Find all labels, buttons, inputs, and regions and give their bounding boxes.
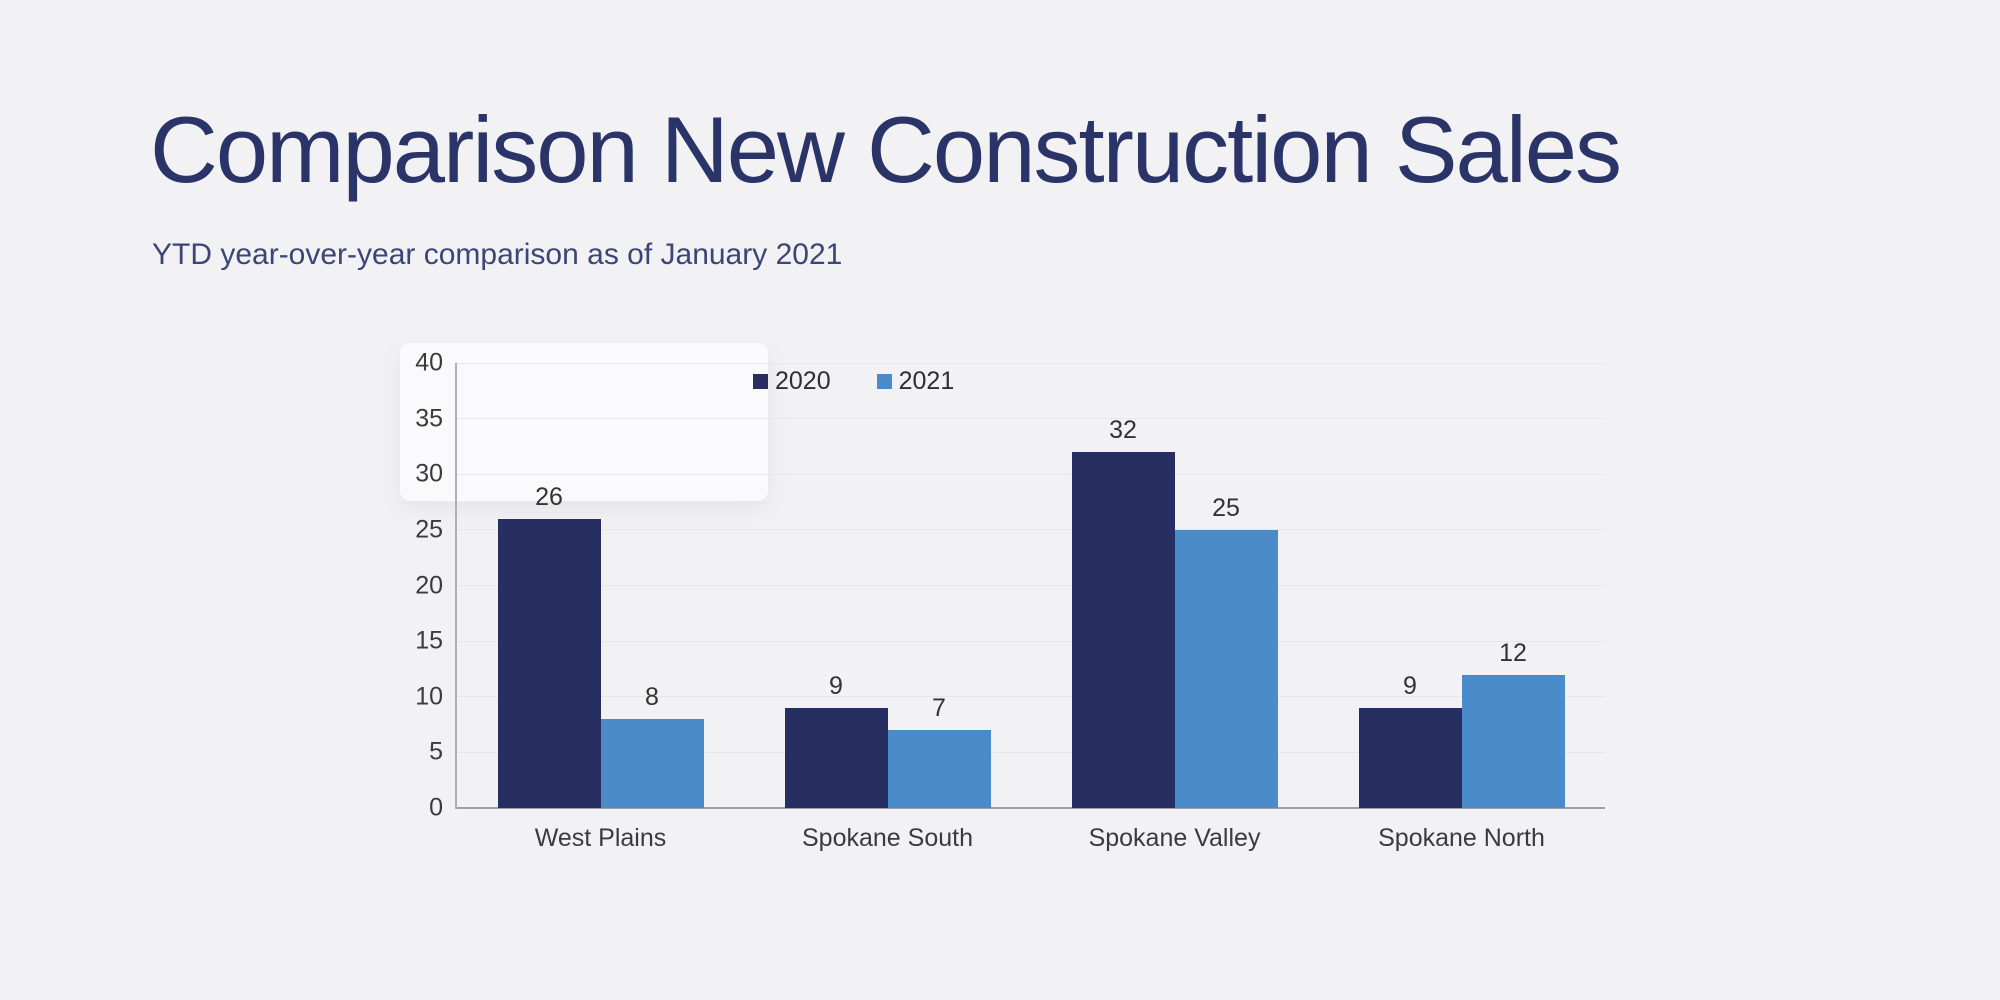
x-axis-line — [457, 807, 1605, 809]
y-tick-label: 10 — [415, 682, 443, 711]
y-tick-label: 30 — [415, 459, 443, 488]
y-tick-label: 40 — [415, 348, 443, 377]
gridline — [457, 418, 1605, 420]
gridline — [457, 473, 1605, 475]
bar-value-label: 26 — [535, 482, 563, 511]
category-label: West Plains — [534, 824, 667, 852]
page-subtitle: YTD year-over-year comparison as of Janu… — [152, 238, 843, 271]
chart-legend: 2020 2021 — [753, 367, 954, 396]
legend-swatch — [753, 374, 768, 389]
bar-2020: 9 — [1358, 672, 1462, 808]
bar-2020: 26 — [497, 483, 601, 808]
legend-swatch — [876, 374, 892, 389]
category-label: Spokane North — [1378, 824, 1545, 852]
legend-item-2021: 2021 — [876, 367, 955, 396]
category-label: Spokane Valley — [1088, 824, 1261, 852]
bar-2021: 12 — [1461, 639, 1565, 808]
bar-value-label: 7 — [932, 694, 946, 723]
category-labels: West Plains Spokane South Spokane Valley Sp… — [457, 824, 1605, 853]
bar-2021: 8 — [600, 683, 704, 808]
bar-group: 26 8 — [457, 363, 744, 808]
bar-2020: 32 — [1071, 416, 1175, 808]
y-tick-label: 0 — [429, 793, 443, 822]
bar-2021: 7 — [887, 694, 991, 808]
gridline — [457, 585, 1605, 586]
legend-item-2020: 2020 — [753, 367, 831, 396]
gridline — [457, 751, 1605, 753]
gridline — [457, 529, 1605, 531]
bar-value-label: 9 — [829, 671, 843, 700]
y-tick-label: 20 — [415, 571, 443, 599]
gridline — [457, 640, 1605, 642]
bar-value-label: 12 — [1499, 638, 1527, 667]
category-label: Spokane South — [802, 824, 973, 852]
bar-value-label: 32 — [1109, 416, 1137, 444]
legend-label: 2021 — [898, 367, 955, 395]
y-axis-labels: 0 5 10 15 20 25 30 35 40 — [373, 350, 443, 820]
gridline — [457, 362, 1605, 364]
y-tick-label: 35 — [415, 404, 443, 433]
y-tick-label: 5 — [429, 737, 443, 766]
bar-value-label: 9 — [1403, 671, 1417, 700]
bar-group: 9 12 — [1318, 363, 1605, 808]
bar-value-label: 8 — [645, 683, 659, 711]
bars-layer: 26 8 9 7 32 25 9 12 — [457, 363, 1605, 808]
plot-area: 0 5 10 15 20 25 30 35 40 West Plains Spokane Sout… — [415, 350, 1605, 852]
gridline — [457, 696, 1605, 698]
page-title: Comparison New Construction Sales — [150, 97, 1622, 202]
y-axis-line — [455, 363, 457, 809]
bar-group: 32 25 — [1031, 363, 1318, 808]
legend-label: 2020 — [775, 367, 831, 395]
bar-value-label: 25 — [1212, 493, 1240, 522]
y-tick-label: 25 — [415, 515, 443, 544]
y-tick-label: 15 — [415, 626, 443, 655]
bar-2020: 9 — [784, 672, 888, 808]
bar-2021: 25 — [1174, 494, 1278, 808]
